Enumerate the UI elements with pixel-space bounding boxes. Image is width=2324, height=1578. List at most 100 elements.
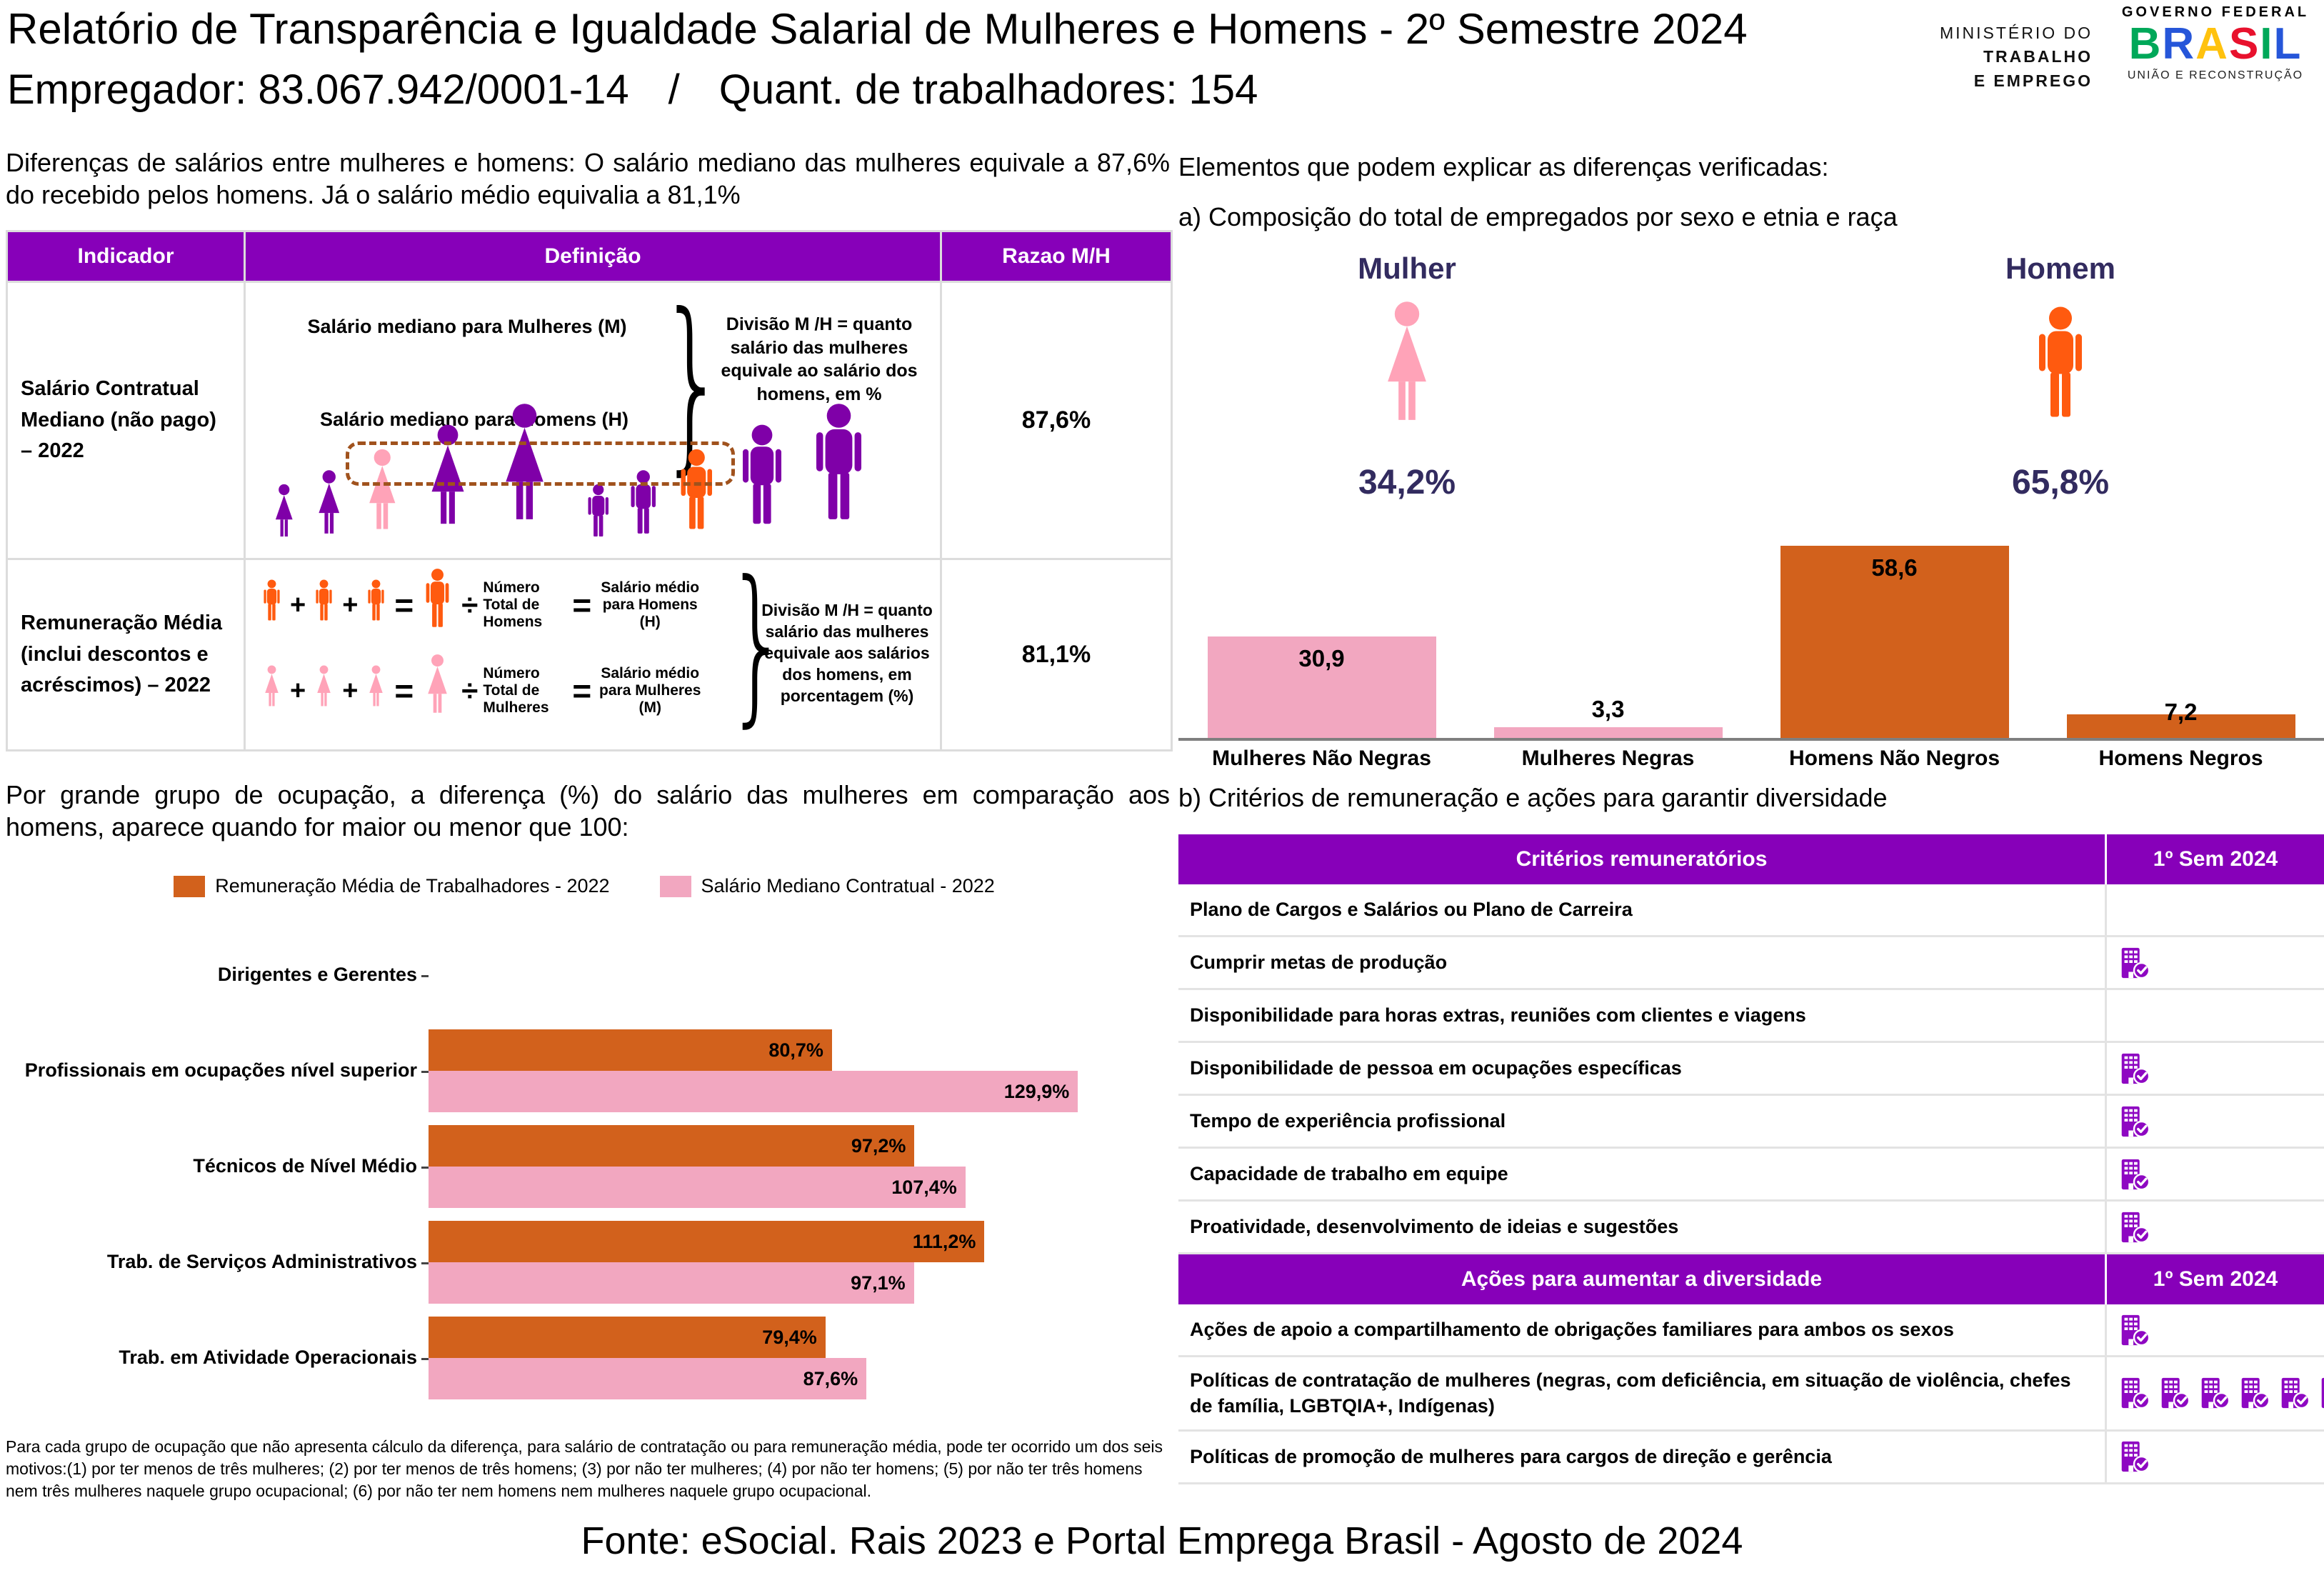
table-header-period: 1º Sem 2024 (2153, 847, 2278, 871)
bar-group: 79,4% 87,6% (429, 1317, 1103, 1399)
table-header-period: 1º Sem 2024 (2153, 1267, 2278, 1291)
bar: 80,7% (429, 1029, 832, 1071)
table-row: Disponibilidade para horas extras, reuni… (1178, 990, 2324, 1043)
building-check-icon (2237, 1376, 2271, 1410)
legend-swatch (659, 875, 691, 897)
criterion-status-cell (2107, 990, 2324, 1041)
source-footer: Fonte: eSocial. Rais 2023 e Portal Empre… (581, 1519, 1743, 1562)
equals-operator: = (394, 586, 414, 624)
legend-label: Remuneração Média de Trabalhadores - 202… (215, 875, 610, 897)
women-total-label: Número Total de Mulheres (483, 664, 549, 716)
man-icon (419, 567, 456, 643)
table-row: Políticas de contratação de mulheres (ne… (1178, 1357, 2324, 1432)
ministry-line: MINISTÉRIO DO (1939, 24, 2093, 42)
criterion-status-cell (2107, 1149, 2324, 1199)
category-label: Homens Negros (2098, 746, 2263, 770)
criterion-status-cell (2107, 1357, 2324, 1429)
category-label: Trab. de Serviços Administrativos (6, 1251, 429, 1273)
criterion-status-cell (2107, 1304, 2324, 1355)
woman-icon (267, 483, 301, 551)
table-header-row: Ações para aumentar a diversidade 1º Sem … (1178, 1254, 2324, 1304)
ministry-logo: MINISTÉRIO DO TRABALHO E EMPREGO (1857, 21, 2093, 93)
men-average-label: Salário médio para Homens (H) (601, 579, 700, 631)
definition-average: + + = ÷ Número Total de Homens = Salário… (246, 545, 940, 749)
table-row: Capacidade de trabalho em equipe (1178, 1149, 2324, 1202)
equals-operator: = (572, 586, 592, 624)
bar-group: 97,2% 107,4% (429, 1125, 1103, 1208)
building-check-icon (2117, 1313, 2151, 1347)
male-percentage: 65,8% (2011, 464, 2110, 501)
brasil-wordmark: BRASIL (2115, 22, 2315, 66)
category-label: Homens Não Negros (1788, 746, 2000, 770)
criterion-status-cell (2107, 1096, 2324, 1147)
brand-letter: S (2228, 19, 2260, 69)
criteria-table: Critérios remuneratórios 1º Sem 2024 Plano… (1178, 834, 2324, 1484)
woman-icon (259, 664, 285, 717)
bar-label: 97,2% (851, 1134, 906, 1157)
men-average-equation: + + = ÷ Número Total de Homens = Salário… (259, 567, 723, 643)
woman-icon (311, 664, 337, 717)
table-row: Plano de Cargos e Salários ou Plano de C… (1178, 884, 2324, 937)
gov-slogan: UNIÃO E RECONSTRUÇÃO (2127, 69, 2304, 81)
table-row: Disponibilidade de pessoa em ocupações e… (1178, 1043, 2324, 1096)
indicator-table: Indicador Definição Razao M/H Salário Co… (6, 230, 1173, 751)
man-icon (259, 579, 285, 631)
bar-label: 87,6% (803, 1367, 858, 1389)
definition-median: Salário mediano para Mulheres (M) Salári… (246, 283, 940, 558)
legend-item: Salário Mediano Contratual - 2022 (659, 875, 995, 897)
ministry-line: E EMPREGO (1973, 71, 2093, 90)
brace-glyph: } (726, 545, 790, 744)
bar: 111,2% (429, 1221, 985, 1262)
building-check-icon (2277, 1376, 2311, 1410)
chart-row: Trab. em Atividade Operacionais 79,4% 87,6… (6, 1310, 1163, 1406)
table-row: Proatividade, desenvolvimento de ideias … (1178, 1202, 2324, 1254)
criterion-status-cell (2107, 1432, 2324, 1482)
table-row: Políticas de promoção de mulheres para c… (1178, 1431, 2324, 1484)
occupation-intro: Por grande grupo de ocupação, a diferenç… (6, 780, 1170, 842)
man-icon (730, 422, 794, 551)
man-icon (2025, 299, 2096, 452)
criterion-label: Tempo de experiência profissional (1178, 1096, 2107, 1147)
criterion-status-cell (2107, 884, 2324, 935)
category-label: Mulheres Não Negras (1212, 746, 1431, 770)
bar (1780, 545, 2009, 738)
building-check-icon (2117, 946, 2151, 980)
building-check-icon (2117, 1210, 2151, 1244)
male-label: Homem (2005, 251, 2116, 285)
gov-federal-label: GOVERNO FEDERAL (2121, 4, 2310, 20)
page-title: Relatório de Transparência e Igualdade S… (7, 5, 1748, 53)
criterion-label: Disponibilidade de pessoa em ocupações e… (1178, 1043, 2107, 1094)
bar: 129,9% (429, 1071, 1078, 1112)
table-row: Cumprir metas de produção (1178, 937, 2324, 990)
building-check-icon (2317, 1376, 2324, 1410)
criterion-label: Políticas de promoção de mulheres para c… (1178, 1431, 2107, 1482)
brand-letter: B (2128, 19, 2163, 69)
brand-letter: L (2273, 19, 2303, 69)
plus-operator: + (290, 675, 306, 706)
chart-row: Trab. de Serviços Administrativos 111,2% 9… (6, 1214, 1163, 1310)
men-total-label: Número Total de Homens (483, 579, 543, 631)
equals-operator: = (572, 672, 592, 709)
criterion-label: Ações de apoio a compartilhamento de obr… (1178, 1304, 2107, 1355)
chart-row: Profissionais em ocupações nível superio… (6, 1023, 1163, 1119)
section-b-heading: b) Critérios de remuneração e ações para… (1178, 783, 1888, 812)
average-ratio-note: Divisão M /H = quanto salário das mulher… (761, 601, 933, 705)
median-women-label: Salário mediano para Mulheres (M) (307, 316, 627, 337)
bar-label: 129,9% (1003, 1080, 1070, 1102)
bar (1493, 726, 1723, 738)
table-row: Ações de apoio a compartilhamento de obr… (1178, 1304, 2324, 1357)
column-header-definition: Definição (246, 232, 940, 281)
man-icon (801, 401, 876, 551)
median-highlight-box (346, 441, 735, 486)
building-check-icon (2117, 1052, 2151, 1086)
man-icon (363, 579, 389, 631)
woman-icon (363, 664, 389, 717)
brand-letter: R (2162, 19, 2196, 69)
bar-group: 80,7% 129,9% (429, 1029, 1103, 1112)
chart-row: Técnicos de Nível Médio 97,2% 107,4% (6, 1119, 1163, 1214)
female-label: Mulher (1358, 251, 1456, 285)
bar-label: 111,2% (912, 1230, 976, 1252)
plus-operator: + (342, 675, 359, 706)
column-header-indicator: Indicador (8, 232, 244, 281)
